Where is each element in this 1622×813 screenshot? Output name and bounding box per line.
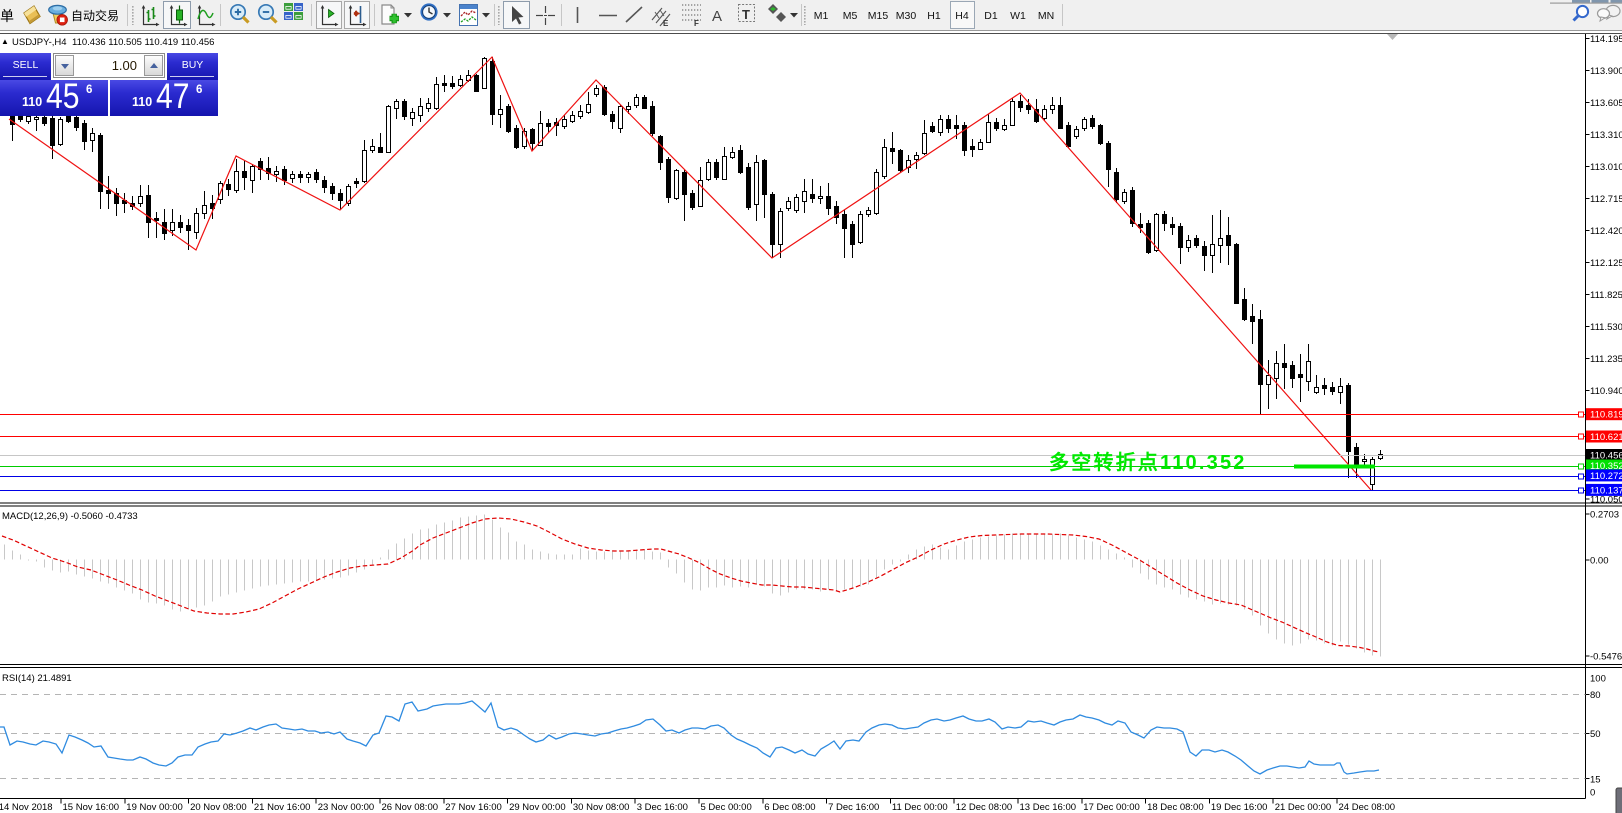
svg-text:20 Nov 08:00: 20 Nov 08:00	[190, 802, 247, 813]
svg-text:110.272: 110.272	[1590, 471, 1622, 482]
svg-text:0.2703: 0.2703	[1590, 509, 1619, 520]
svg-text:80: 80	[1590, 690, 1601, 701]
svg-text:0.00: 0.00	[1590, 555, 1609, 566]
svg-text:M5: M5	[843, 10, 858, 22]
svg-text:11 Dec 00:00: 11 Dec 00:00	[892, 802, 948, 813]
svg-text:30 Nov 08:00: 30 Nov 08:00	[573, 802, 630, 813]
svg-text:自动交易: 自动交易	[71, 8, 119, 23]
svg-text:17 Dec 00:00: 17 Dec 00:00	[1083, 802, 1140, 813]
svg-text:D1: D1	[984, 10, 998, 22]
svg-text:H4: H4	[955, 10, 969, 22]
svg-text:MACD(12,26,9) -0.5060 -0.4733: MACD(12,26,9) -0.5060 -0.4733	[2, 511, 138, 522]
svg-text:110.050: 110.050	[1590, 495, 1622, 506]
svg-text:114.195: 114.195	[1590, 34, 1622, 45]
svg-text:7 Dec 16:00: 7 Dec 16:00	[828, 802, 879, 813]
svg-text:19 Dec 16:00: 19 Dec 16:00	[1211, 802, 1268, 813]
svg-text:RSI(14) 21.4891: RSI(14) 21.4891	[2, 673, 72, 684]
svg-text:T: T	[742, 7, 750, 22]
svg-text:112.715: 112.715	[1590, 194, 1622, 205]
svg-text:112.125: 112.125	[1590, 258, 1622, 269]
svg-text:M30: M30	[896, 10, 917, 22]
svg-text:13 Dec 16:00: 13 Dec 16:00	[1020, 802, 1077, 813]
svg-text:15 Nov 16:00: 15 Nov 16:00	[63, 802, 120, 813]
svg-text:单: 单	[0, 8, 14, 24]
svg-text:110.621: 110.621	[1590, 432, 1622, 443]
svg-text:29 Nov 00:00: 29 Nov 00:00	[509, 802, 566, 813]
svg-text:110.819: 110.819	[1590, 410, 1622, 421]
svg-text:19 Nov 00:00: 19 Nov 00:00	[126, 802, 183, 813]
svg-text:6 Dec 08:00: 6 Dec 08:00	[764, 802, 815, 813]
svg-text:110.137: 110.137	[1590, 485, 1622, 496]
svg-text:A: A	[712, 8, 722, 25]
svg-text:21 Dec 00:00: 21 Dec 00:00	[1275, 802, 1332, 813]
svg-text:110.352: 110.352	[1590, 461, 1622, 472]
svg-text:113.900: 113.900	[1590, 66, 1622, 77]
svg-text:111.235: 111.235	[1590, 354, 1622, 365]
svg-text:111.530: 111.530	[1590, 322, 1622, 333]
svg-text:0: 0	[1590, 788, 1595, 799]
svg-text:MN: MN	[1038, 10, 1054, 22]
svg-text:-0.5476: -0.5476	[1590, 652, 1622, 663]
svg-text:24 Dec 08:00: 24 Dec 08:00	[1339, 802, 1396, 813]
svg-text:H1: H1	[927, 10, 941, 22]
svg-text:100: 100	[1590, 673, 1606, 684]
svg-text:3 Dec 16:00: 3 Dec 16:00	[637, 802, 688, 813]
svg-text:15: 15	[1590, 774, 1601, 785]
svg-text:110.456: 110.456	[1590, 451, 1622, 462]
svg-text:21 Nov 16:00: 21 Nov 16:00	[254, 802, 311, 813]
svg-text:50: 50	[1590, 729, 1601, 740]
svg-text:5 Dec 00:00: 5 Dec 00:00	[701, 802, 752, 813]
svg-text:112.420: 112.420	[1590, 226, 1622, 237]
svg-text:27 Nov 16:00: 27 Nov 16:00	[445, 802, 502, 813]
svg-text:110.940: 110.940	[1590, 386, 1622, 397]
svg-text:F: F	[694, 19, 699, 28]
svg-text:14 Nov 2018: 14 Nov 2018	[0, 802, 53, 813]
svg-text:E: E	[663, 19, 669, 28]
svg-text:113.010: 113.010	[1590, 162, 1622, 173]
svg-text:113.605: 113.605	[1590, 98, 1622, 109]
svg-text:M15: M15	[868, 10, 889, 22]
svg-text:113.310: 113.310	[1590, 130, 1622, 141]
svg-text:111.825: 111.825	[1590, 290, 1622, 301]
svg-text:多空转折点110.352: 多空转折点110.352	[1049, 450, 1247, 474]
svg-text:M1: M1	[814, 10, 829, 22]
svg-text:26 Nov 08:00: 26 Nov 08:00	[382, 802, 439, 813]
svg-text:W1: W1	[1010, 10, 1026, 22]
svg-text:18 Dec 08:00: 18 Dec 08:00	[1147, 802, 1204, 813]
svg-text:12 Dec 08:00: 12 Dec 08:00	[956, 802, 1013, 813]
svg-text:23 Nov 00:00: 23 Nov 00:00	[318, 802, 375, 813]
